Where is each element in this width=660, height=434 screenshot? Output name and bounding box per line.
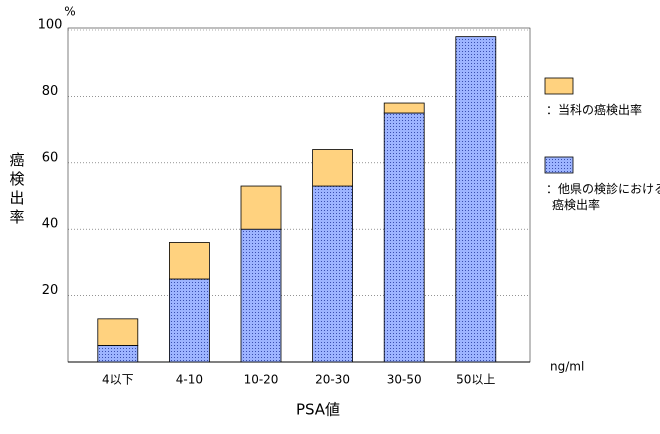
bar-segment [168,242,210,280]
legend-label: ：当科の癌検出率 [546,102,642,117]
y-title-text: 癌検出率 [8,152,26,228]
bar-segment [383,102,425,114]
x-title: PSA値 [296,401,340,419]
legend-label: ：他県の検診における癌検出率 [546,181,660,212]
legend-swatch [544,156,574,174]
bar-segment [383,112,425,363]
bar-segment [312,149,354,187]
bar-segment [97,344,139,363]
bar-segment [455,36,497,363]
x-unit: ng/ml [550,360,584,374]
bar-segment [240,228,282,363]
y-tick-label: 40 [42,217,59,232]
y-tick-label: 100 [38,18,63,33]
legend-swatch [544,77,574,95]
y-title: 癌検出率 [8,152,26,228]
x-tick-label: 4以下 [102,373,134,387]
y-tick-label: 80 [42,84,59,99]
bar-segment [97,318,139,346]
x-tick-label: 20-30 [315,373,350,387]
y-unit: % [64,5,75,19]
y-tick-label: 20 [42,283,59,298]
x-tick-label: 10-20 [244,373,279,387]
x-tick-label: 50以上 [456,373,495,387]
y-tick-label: 60 [42,150,59,165]
bar-segment [240,185,282,230]
x-tick-label: 4-10 [176,373,203,387]
bar-segment [312,185,354,363]
x-tick-label: 30-50 [387,373,422,387]
bar-segment [168,278,210,363]
